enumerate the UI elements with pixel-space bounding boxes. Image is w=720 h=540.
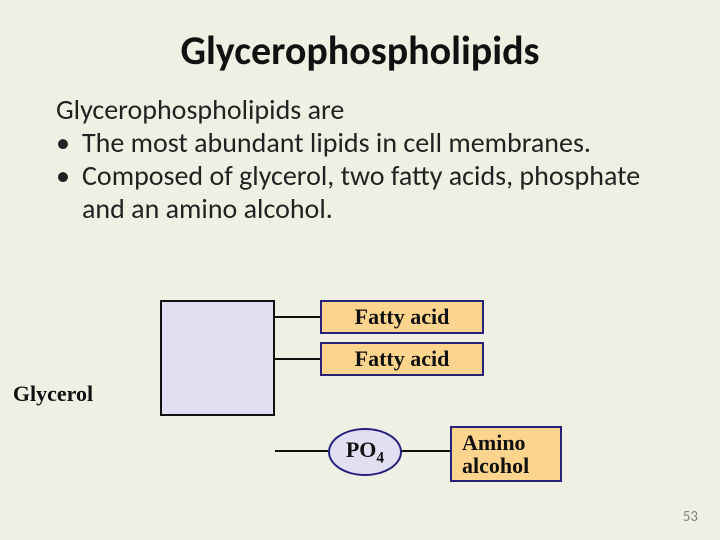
amino-alcohol-box: Amino alcohol <box>450 426 562 482</box>
connector-glycerol-fa2 <box>275 358 320 360</box>
slide-title: Glycerophospholipids <box>0 0 720 75</box>
amino-line2: alcohol <box>462 453 529 478</box>
phosphate-box: PO4 <box>328 428 402 476</box>
fatty-acid-2-box: Fatty acid <box>320 342 484 376</box>
fatty-acid-1-box: Fatty acid <box>320 300 484 334</box>
intro-lead: Glycerophospholipids <box>56 92 301 128</box>
glycerol-box <box>160 300 275 416</box>
connector-glycerol-po4 <box>275 450 328 452</box>
glycerol-label-text: Glycerol <box>13 381 93 407</box>
phosphate-label: PO4 <box>346 437 384 467</box>
amino-alcohol-label: Amino alcohol <box>462 431 529 477</box>
connector-glycerol-fa1 <box>275 316 320 318</box>
intro-line: Glycerophospholipids are <box>56 93 664 126</box>
bullet-1: The most abundant lipids in cell membran… <box>56 126 664 159</box>
fatty-acid-2-label: Fatty acid <box>355 346 450 372</box>
connector-po4-amino <box>402 450 450 452</box>
body-text: Glycerophospholipids are The most abunda… <box>0 75 720 225</box>
fatty-acid-1-label: Fatty acid <box>355 304 450 330</box>
intro-tail: are <box>301 92 344 127</box>
page-number: 53 <box>683 508 698 526</box>
glycerophospholipid-diagram: Glycerol Fatty acid Fatty acid PO4 Amino… <box>0 300 720 520</box>
glycerol-label: Glycerol <box>0 378 106 410</box>
amino-line1: Amino <box>462 430 526 455</box>
bullet-2: Composed of glycerol, two fatty acids, p… <box>56 159 664 225</box>
